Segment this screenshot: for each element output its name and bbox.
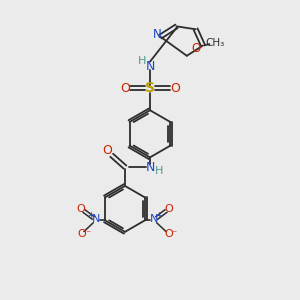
Text: O: O (102, 144, 112, 157)
Text: N: N (152, 28, 161, 41)
Text: O: O (77, 229, 86, 239)
Text: N: N (149, 214, 158, 224)
Text: O: O (164, 229, 173, 239)
Text: N: N (145, 60, 155, 73)
Text: H: H (154, 166, 163, 176)
Text: S: S (145, 81, 155, 95)
Text: O: O (165, 204, 173, 214)
Text: O: O (170, 82, 180, 95)
Text: ⁻: ⁻ (85, 229, 90, 239)
Text: CH₃: CH₃ (205, 38, 224, 47)
Text: N: N (145, 160, 155, 174)
Text: O: O (120, 82, 130, 95)
Text: ⁻: ⁻ (171, 229, 176, 239)
Text: O: O (76, 204, 85, 214)
Text: N: N (92, 214, 100, 224)
Text: O: O (191, 42, 200, 55)
Text: +: + (155, 211, 163, 220)
Text: H: H (138, 56, 146, 66)
Text: +: + (88, 211, 95, 220)
